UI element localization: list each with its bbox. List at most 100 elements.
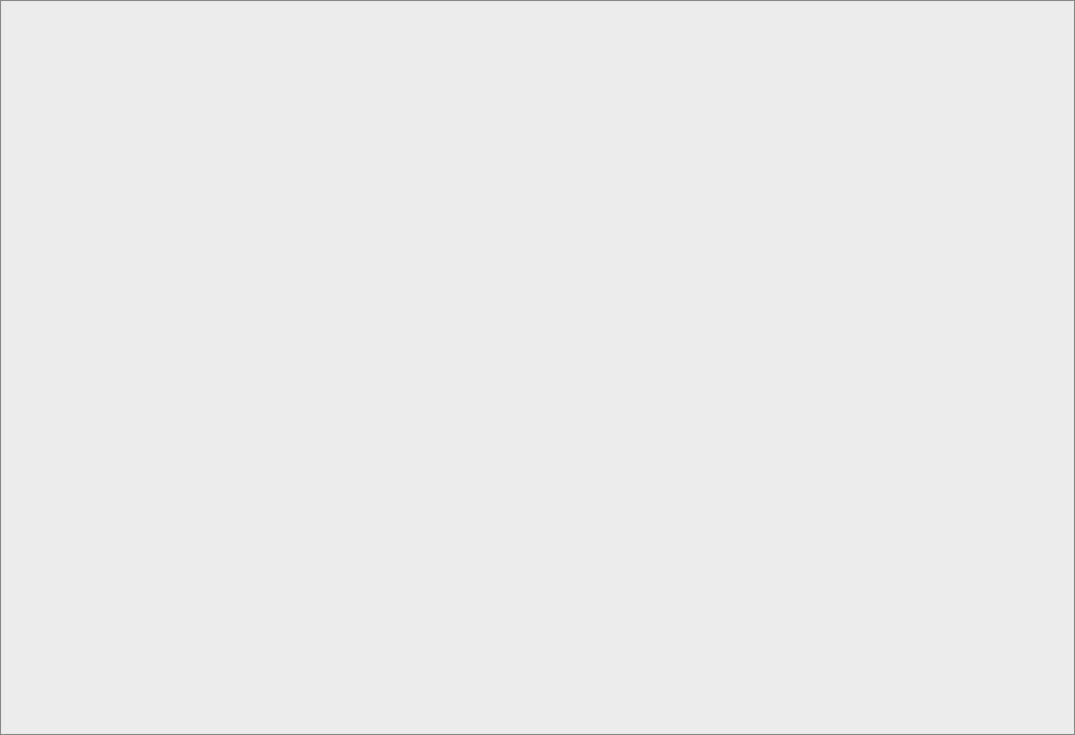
Text: Marked: Marked bbox=[1020, 59, 1066, 69]
FancyBboxPatch shape bbox=[862, 76, 1058, 94]
Ellipse shape bbox=[245, 125, 315, 171]
Text: 12: 12 bbox=[872, 278, 885, 288]
Text: ×: × bbox=[1050, 4, 1060, 18]
Text: 30: 30 bbox=[872, 602, 885, 612]
Text: 21: 21 bbox=[872, 440, 885, 450]
Ellipse shape bbox=[305, 127, 375, 173]
FancyBboxPatch shape bbox=[862, 112, 1058, 130]
Ellipse shape bbox=[332, 110, 392, 150]
Text: 8: 8 bbox=[872, 206, 878, 216]
Text: PE3>config>mirror# info: PE3>config>mirror# info bbox=[450, 223, 605, 233]
FancyBboxPatch shape bbox=[862, 562, 1058, 580]
FancyBboxPatch shape bbox=[720, 688, 850, 714]
Text: 7: 7 bbox=[872, 188, 878, 198]
FancyBboxPatch shape bbox=[862, 292, 1058, 310]
FancyBboxPatch shape bbox=[0, 22, 1075, 52]
Ellipse shape bbox=[267, 136, 347, 164]
Text: 22: 22 bbox=[872, 458, 885, 468]
FancyBboxPatch shape bbox=[1060, 77, 1067, 117]
FancyBboxPatch shape bbox=[862, 94, 1058, 112]
Text: 19: 19 bbox=[872, 404, 885, 414]
Text: 18: 18 bbox=[872, 386, 885, 396]
FancyBboxPatch shape bbox=[862, 454, 1058, 472]
Ellipse shape bbox=[255, 83, 366, 153]
Text: Mark Question: Mark Question bbox=[26, 30, 123, 43]
Text: Central Office: Central Office bbox=[48, 82, 146, 95]
FancyBboxPatch shape bbox=[862, 544, 1058, 562]
Text: Assuming the customer only needs to monitor traffic from PE3 to the customer sit: Assuming the customer only needs to moni… bbox=[10, 480, 687, 513]
Text: 28: 28 bbox=[872, 566, 885, 576]
Text: Remote Site: Remote Site bbox=[469, 82, 555, 95]
Text: Save Session: Save Session bbox=[739, 695, 831, 708]
FancyBboxPatch shape bbox=[862, 436, 1058, 454]
Text: 26: 26 bbox=[872, 530, 885, 540]
Text: ❮: ❮ bbox=[13, 653, 24, 665]
Text: 20: 20 bbox=[872, 422, 885, 432]
Text: 5: 5 bbox=[872, 152, 878, 162]
Text: 23: 23 bbox=[872, 476, 885, 486]
Text: 3: 3 bbox=[872, 116, 878, 126]
FancyBboxPatch shape bbox=[862, 346, 1058, 364]
FancyBboxPatch shape bbox=[862, 328, 1058, 346]
FancyBboxPatch shape bbox=[862, 526, 1058, 544]
Text: PE3# show debug
debug
    mirror-source 83
exit: PE3# show debug debug mirror-source 83 e… bbox=[450, 360, 585, 405]
Ellipse shape bbox=[257, 85, 357, 145]
FancyBboxPatch shape bbox=[845, 52, 1075, 640]
Text: 1/1/1: 1/1/1 bbox=[155, 113, 182, 123]
Ellipse shape bbox=[217, 105, 293, 161]
Text: ▼: ▼ bbox=[834, 548, 842, 558]
FancyBboxPatch shape bbox=[10, 546, 23, 559]
Text: ⊕: ⊕ bbox=[16, 692, 28, 708]
FancyBboxPatch shape bbox=[0, 52, 845, 640]
FancyBboxPatch shape bbox=[862, 148, 1058, 166]
Text: ▲: ▲ bbox=[760, 654, 768, 664]
Text: Show List: Show List bbox=[831, 653, 899, 665]
Text: 9: 9 bbox=[872, 224, 878, 234]
FancyBboxPatch shape bbox=[862, 130, 1058, 148]
Text: Customer
Site: Customer Site bbox=[631, 92, 699, 120]
Ellipse shape bbox=[247, 127, 307, 163]
Text: ⊙: ⊙ bbox=[42, 692, 55, 708]
FancyBboxPatch shape bbox=[1060, 77, 1067, 635]
FancyBboxPatch shape bbox=[133, 645, 238, 673]
Text: 24: 24 bbox=[872, 494, 885, 504]
Text: 6: 6 bbox=[872, 170, 878, 180]
Text: ❯: ❯ bbox=[195, 653, 205, 665]
FancyBboxPatch shape bbox=[627, 125, 636, 147]
Text: 25: 25 bbox=[872, 512, 885, 522]
FancyBboxPatch shape bbox=[0, 680, 1075, 735]
FancyBboxPatch shape bbox=[862, 472, 1058, 490]
Text: □: □ bbox=[1028, 6, 1038, 16]
Text: PE5 5.5.5.5: PE5 5.5.5.5 bbox=[63, 96, 130, 109]
FancyBboxPatch shape bbox=[862, 202, 1058, 220]
Text: Review: Review bbox=[702, 653, 752, 665]
FancyBboxPatch shape bbox=[808, 645, 928, 673]
FancyBboxPatch shape bbox=[0, 470, 845, 542]
Text: ✓: ✓ bbox=[813, 649, 821, 659]
FancyBboxPatch shape bbox=[862, 166, 1058, 184]
FancyBboxPatch shape bbox=[637, 118, 647, 147]
Ellipse shape bbox=[307, 129, 367, 165]
Text: ▣: ▣ bbox=[13, 32, 24, 42]
FancyBboxPatch shape bbox=[862, 382, 1058, 400]
Text: Q No.: Q No. bbox=[872, 59, 906, 69]
Text: 1: 1 bbox=[872, 80, 878, 90]
Text: 16: 16 bbox=[872, 350, 885, 360]
Text: 4: 4 bbox=[872, 134, 878, 144]
Text: Show Answer: Show Answer bbox=[578, 653, 672, 665]
FancyBboxPatch shape bbox=[862, 490, 1058, 508]
Text: 1/1/1: 1/1/1 bbox=[376, 145, 403, 155]
FancyBboxPatch shape bbox=[18, 178, 70, 213]
Text: End Exam: End Exam bbox=[879, 695, 948, 708]
FancyBboxPatch shape bbox=[20, 108, 164, 134]
Text: PE5>config>mirror# info: PE5>config>mirror# info bbox=[18, 223, 173, 233]
Text: Next: Next bbox=[148, 653, 181, 665]
FancyBboxPatch shape bbox=[862, 364, 1058, 382]
FancyBboxPatch shape bbox=[862, 220, 1058, 238]
FancyBboxPatch shape bbox=[8, 27, 119, 47]
FancyBboxPatch shape bbox=[858, 688, 970, 714]
Text: A. The mirror destination configuration on PE5 is missing the "remote-source" co: A. The mirror destination configuration … bbox=[28, 548, 536, 558]
Ellipse shape bbox=[302, 124, 378, 176]
FancyBboxPatch shape bbox=[435, 108, 580, 134]
Text: Alcatel-Lucent 4A0-104 (Alcatel-Lucent Services Architecture ): Alcatel-Lucent 4A0-104 (Alcatel-Lucent S… bbox=[8, 6, 356, 16]
